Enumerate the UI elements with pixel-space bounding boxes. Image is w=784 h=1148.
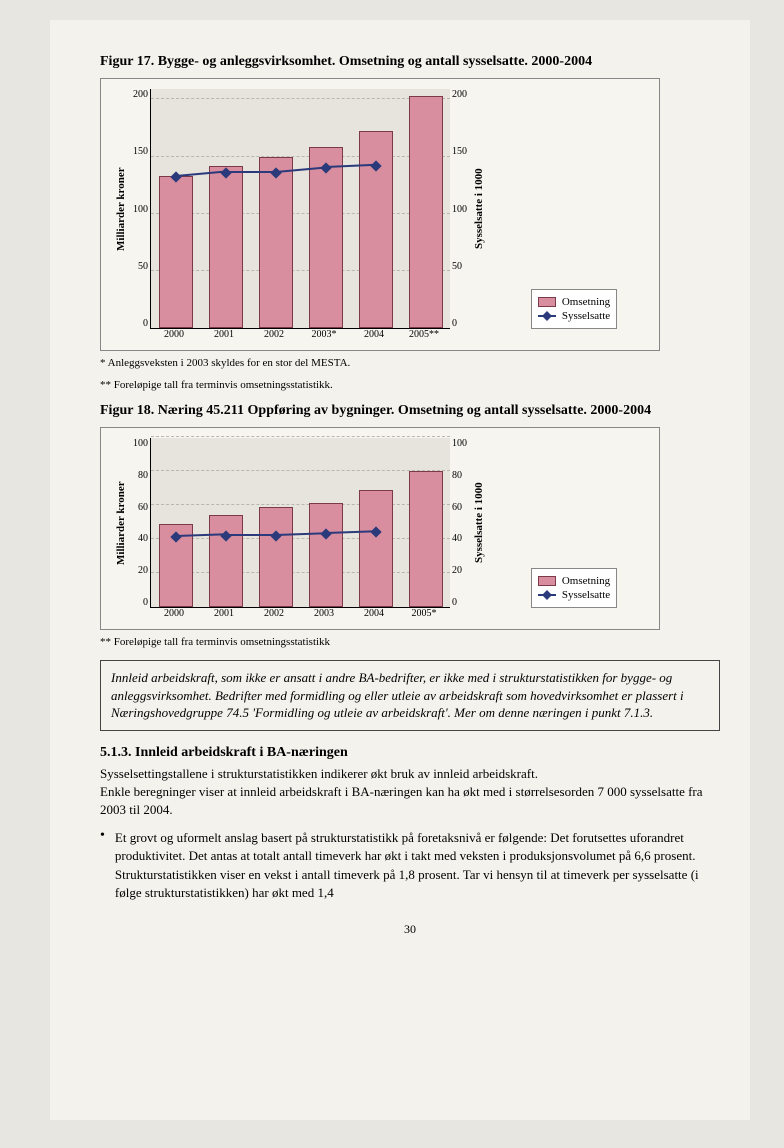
bullet-icon: •	[100, 829, 105, 902]
fig18-footnote: ** Foreløpige tall fra terminvis omsetni…	[100, 636, 720, 648]
line-segment	[226, 171, 276, 173]
xtick: 2005*	[399, 608, 449, 619]
ytick: 50	[452, 261, 467, 272]
bar	[209, 166, 243, 328]
ytick: 200	[133, 89, 148, 100]
fig18-ylabel-right: Sysselsatte i 1000	[469, 438, 489, 608]
line-swatch-icon	[538, 594, 556, 596]
bar	[259, 157, 293, 328]
line-segment	[226, 534, 276, 536]
xtick: 2004	[349, 329, 399, 340]
fig18-right-axis: 100 80 60 40 20 0	[450, 438, 469, 608]
xtick: 2000	[149, 329, 199, 340]
page-number: 30	[100, 922, 720, 937]
ytick: 0	[133, 318, 148, 329]
figure18-title: Figur 18. Næring 45.211 Oppføring av byg…	[100, 403, 720, 419]
fig17-footnote2: ** Foreløpige tall fra terminvis omsetni…	[100, 379, 720, 391]
ytick: 60	[452, 502, 467, 513]
ytick: 50	[133, 261, 148, 272]
gridline	[151, 572, 450, 573]
fig18-xaxis: 200020012002200320042005*	[149, 608, 449, 619]
fig17-plot	[150, 89, 450, 329]
bar	[409, 96, 443, 328]
ytick: 80	[452, 470, 467, 481]
bar	[359, 490, 393, 607]
gridline	[151, 270, 450, 271]
ytick: 100	[133, 438, 148, 449]
ytick: 80	[133, 470, 148, 481]
fig18-left-axis: 100 80 60 40 20 0	[131, 438, 150, 608]
ytick: 100	[133, 204, 148, 215]
xtick: 2001	[199, 608, 249, 619]
ytick: 0	[133, 597, 148, 608]
legend-line-label: Sysselsatte	[562, 310, 610, 322]
xtick: 2001	[199, 329, 249, 340]
bullet-text: Et grovt og uformelt anslag basert på st…	[115, 829, 720, 902]
xtick: 2005**	[399, 329, 449, 340]
figure17-chart: Milliarder kroner 200150100500 200150100…	[100, 78, 660, 351]
legend-bar-label: Omsetning	[562, 296, 610, 308]
ytick: 40	[452, 533, 467, 544]
ytick: 0	[452, 597, 467, 608]
ytick: 40	[133, 533, 148, 544]
bar	[259, 507, 293, 607]
fig17-right-axis: 200 150 100 50 0	[450, 89, 469, 329]
bar	[409, 471, 443, 607]
ytick: 200	[452, 89, 467, 100]
xtick: 2004	[349, 608, 399, 619]
section-para1: Sysselsettingstallene i strukturstatisti…	[100, 765, 720, 783]
gridline	[151, 98, 450, 99]
fig17-ylabel-left: Milliarder kroner	[111, 89, 131, 329]
bar	[209, 515, 243, 607]
xtick: 2000	[149, 608, 199, 619]
fig18-legend: Omsetning Sysselsatte	[531, 568, 617, 608]
ytick: 150	[452, 146, 467, 157]
fig17-xaxis: 2000200120022003*20042005**	[149, 329, 449, 340]
xtick: 2002	[249, 329, 299, 340]
figure18-chart: Milliarder kroner 100 80 60 40 20 0 100 80 60 40…	[100, 427, 660, 630]
fig17-left-axis: 200 150 100 50 0	[131, 89, 150, 329]
gridline	[151, 156, 450, 157]
xtick: 2003	[299, 608, 349, 619]
figure17-title: Figur 17. Bygge- og anleggsvirksomhet. O…	[100, 54, 720, 70]
bar	[309, 147, 343, 328]
ytick: 20	[133, 565, 148, 576]
ytick: 100	[452, 438, 467, 449]
line-swatch-icon	[538, 315, 556, 317]
info-box: Innleid arbeidskraft, som ikke er ansatt…	[100, 660, 720, 731]
gridline	[151, 504, 450, 505]
gridline	[151, 436, 450, 437]
legend-line-label: Sysselsatte	[562, 589, 610, 601]
fig17-ylabel-right: Sysselsatte i 1000	[469, 89, 489, 329]
fig17-footnote1: * Anleggsveksten i 2003 skyldes for en s…	[100, 357, 720, 369]
section-para2: Enkle beregninger viser at innleid arbei…	[100, 783, 720, 819]
ytick: 0	[452, 318, 467, 329]
page: Figur 17. Bygge- og anleggsvirksomhet. O…	[50, 20, 750, 1120]
bar	[159, 176, 193, 328]
ytick: 100	[452, 204, 467, 215]
ytick: 20	[452, 565, 467, 576]
ytick: 60	[133, 502, 148, 513]
xtick: 2002	[249, 608, 299, 619]
ytick: 150	[133, 146, 148, 157]
xtick: 2003*	[299, 329, 349, 340]
gridline	[151, 470, 450, 471]
legend-bar-label: Omsetning	[562, 575, 610, 587]
bar-swatch-icon	[538, 576, 556, 586]
fig18-ylabel-left: Milliarder kroner	[111, 438, 131, 608]
gridline	[151, 213, 450, 214]
fig18-plot	[150, 438, 450, 608]
bar	[309, 503, 343, 607]
bar-swatch-icon	[538, 297, 556, 307]
section-bullet: • Et grovt og uformelt anslag basert på …	[100, 829, 720, 902]
section-heading: 5.1.3. Innleid arbeidskraft i BA-næringe…	[100, 745, 720, 761]
fig17-legend: Omsetning Sysselsatte	[531, 289, 617, 329]
gridline	[151, 538, 450, 539]
